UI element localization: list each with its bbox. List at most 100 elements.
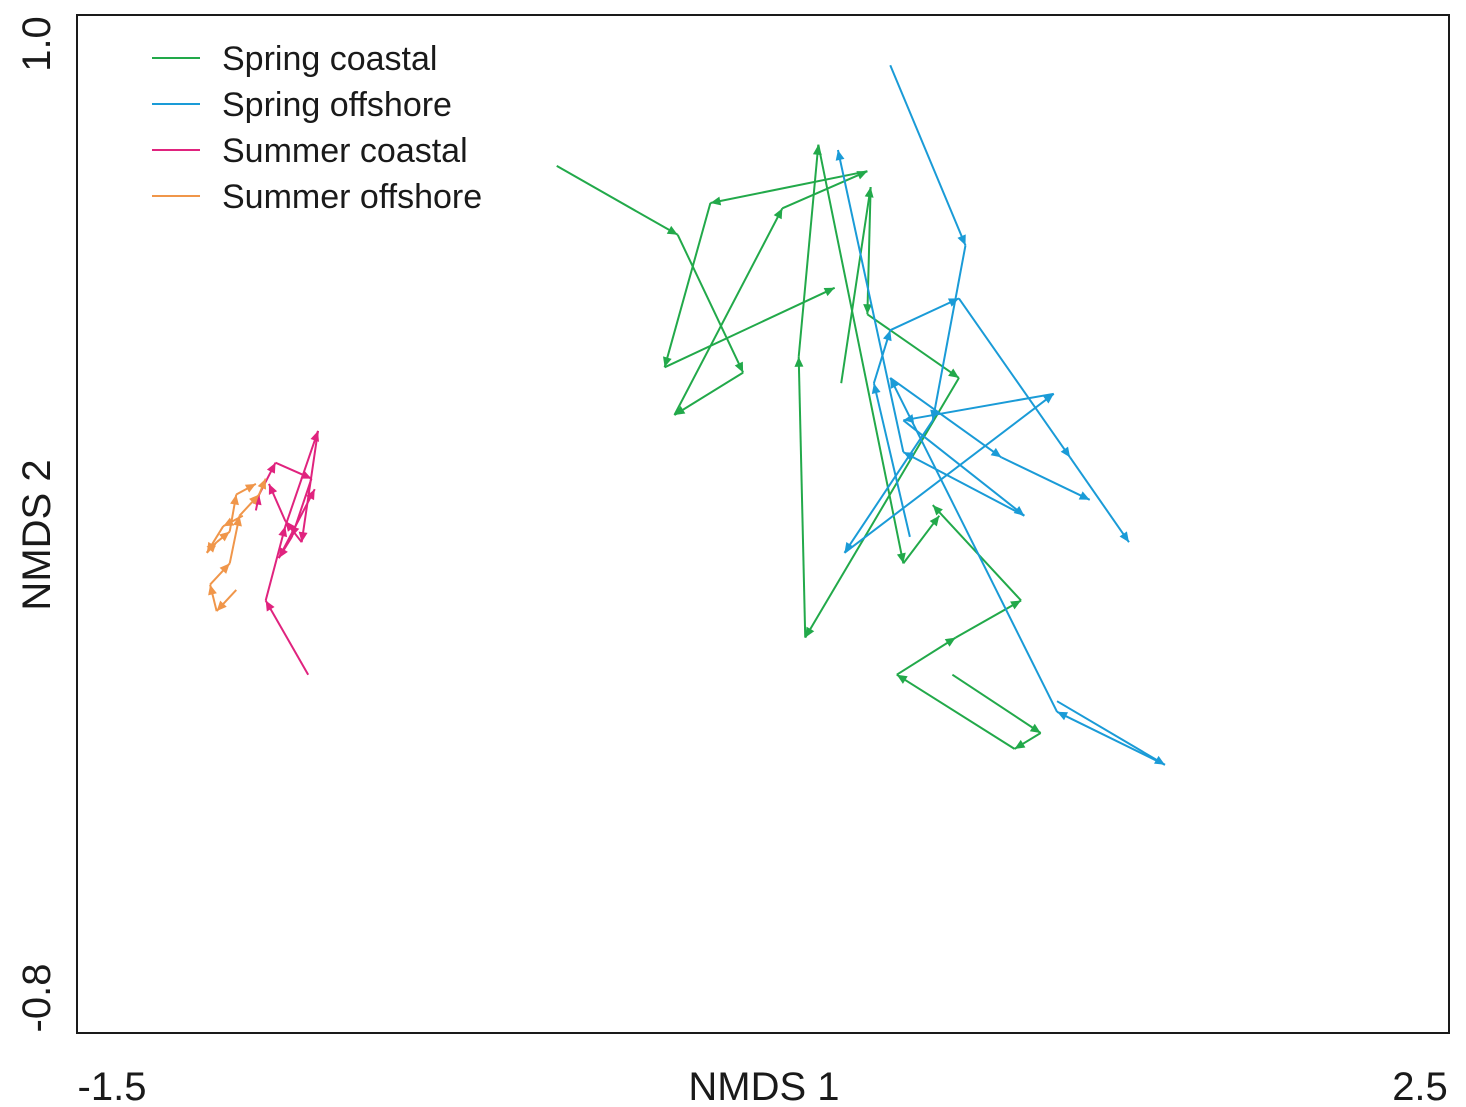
trajectory-segment [1056, 700, 1166, 766]
arrow-head [883, 330, 892, 342]
y-tick-max: 1.0 [15, 16, 59, 72]
trajectory-segment [663, 202, 712, 368]
arrow-head [219, 563, 230, 574]
trajectory-segment [889, 64, 967, 246]
arrow-head [666, 225, 678, 235]
trajectory-segment [903, 392, 1054, 422]
arrow-head [932, 505, 943, 516]
trajectory-segment [264, 526, 287, 601]
trajectory-segment [896, 673, 1016, 750]
arrow-head [957, 234, 966, 246]
arrow-head [266, 462, 276, 474]
arrow-head [944, 637, 956, 647]
trajectory-segment [889, 377, 1003, 459]
trajectory-segment [843, 419, 934, 554]
trajectory-segment [955, 599, 1022, 639]
x-axis-label: NMDS 1 [688, 1065, 839, 1107]
arrow-head [663, 356, 672, 368]
arrow-head [257, 478, 267, 490]
arrow-head [300, 470, 312, 479]
trajectory-segment [277, 488, 316, 559]
arrow-head [929, 515, 940, 527]
arrow-head [871, 383, 881, 395]
trajectory-segment [958, 297, 1071, 458]
trajectory-segment [797, 144, 820, 357]
trajectory-segment [951, 673, 1042, 734]
trajectory-segment [1056, 710, 1166, 766]
arrow-head [896, 674, 908, 684]
arrow-head [268, 483, 278, 495]
legend-label-spring-offshore: Spring offshore [222, 86, 452, 124]
arrow-head [1010, 600, 1022, 610]
trajectory-layer [205, 64, 1166, 766]
series-spring-coastal [556, 144, 1042, 750]
arrow-head [823, 287, 835, 297]
legend-label-summer-offshore: Summer offshore [222, 178, 482, 216]
trajectory-segment [676, 234, 745, 374]
arrow-head [773, 208, 783, 220]
arrow-head [1029, 723, 1041, 733]
plot-frame [76, 14, 1450, 1034]
trajectory-segment [840, 186, 872, 384]
legend-label-spring-coastal: Spring coastal [222, 40, 437, 78]
arrow-head [219, 531, 230, 542]
arrow-head [216, 600, 227, 612]
arrow-head [290, 525, 300, 537]
arrow-head [864, 187, 874, 198]
trajectory-segment [1069, 456, 1130, 543]
trajectory-segment [556, 165, 679, 236]
arrow-head [835, 150, 845, 161]
trajectory-segment [896, 636, 957, 676]
arrow-head [1119, 531, 1129, 543]
arrow-head [244, 483, 256, 493]
arrow-head [208, 584, 217, 596]
trajectory-segment [710, 170, 868, 204]
arrow-head [948, 368, 959, 378]
arrow-head [896, 552, 906, 564]
arrow-head [265, 600, 275, 612]
arrow-head [306, 489, 315, 501]
series-summer-coastal [252, 430, 319, 676]
x-tick-max: 2.5 [1392, 1065, 1448, 1107]
arrow-head [863, 304, 873, 315]
legend: Spring coastal Spring offshore Summer coas… [152, 40, 482, 216]
trajectory-segment [836, 149, 905, 453]
arrow-head [710, 196, 722, 206]
arrow-head [230, 494, 239, 506]
arrow-head [903, 452, 915, 461]
trajectory-segment [817, 144, 905, 564]
arrow-head [947, 298, 959, 307]
series-spring-offshore [835, 64, 1166, 766]
trajectory-segment [1001, 456, 1091, 501]
trajectory-segment [902, 419, 1025, 517]
trajectory-segment [889, 377, 1058, 713]
trajectory-segment [673, 371, 744, 416]
x-tick-min: -1.5 [78, 1065, 147, 1107]
arrow-head [734, 361, 744, 373]
arrow-head [206, 542, 217, 553]
trajectory-segment [889, 297, 960, 332]
trajectory-segment [931, 245, 967, 421]
trajectory-segment [872, 382, 911, 538]
trajectory-segment [664, 286, 836, 369]
series-summer-offshore [205, 478, 267, 612]
arrow-head [1060, 446, 1071, 458]
arrow-head [674, 405, 686, 415]
arrow-head [285, 521, 295, 532]
arrow-head [298, 531, 308, 543]
arrow-head [249, 494, 260, 505]
trajectory-segment [781, 170, 868, 210]
trajectory-segment [843, 393, 1055, 554]
arrow-head [805, 626, 815, 638]
arrow-head [1014, 739, 1026, 749]
y-axis-label: NMDS 2 [15, 459, 59, 610]
arrow-head [278, 526, 288, 538]
trajectory-segment [902, 451, 1025, 517]
arrow-head [990, 447, 1002, 458]
legend-label-summer-coastal: Summer coastal [222, 132, 468, 170]
trajectory-segment [797, 356, 807, 638]
arrow-head [794, 356, 804, 367]
trajectory-segment [673, 207, 784, 416]
arrow-head [1057, 711, 1069, 721]
